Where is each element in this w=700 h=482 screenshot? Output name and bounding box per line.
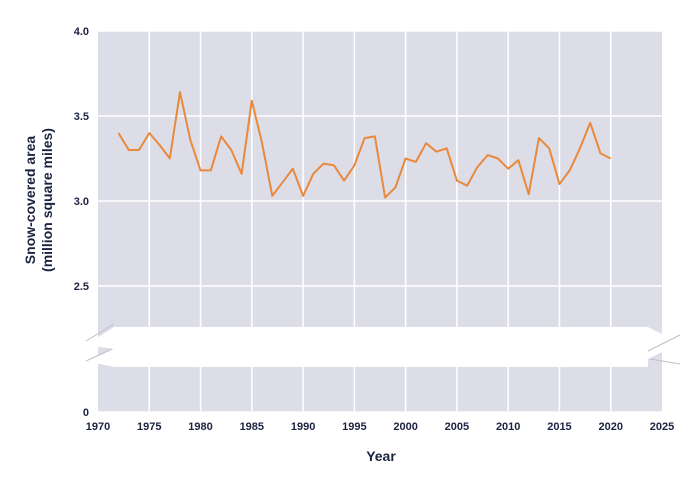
x-tick-label: 2025 (650, 421, 674, 433)
series-line-path (117, 91, 612, 199)
x-tick-label: 2000 (393, 421, 417, 433)
x-tick-label: 1980 (188, 421, 212, 433)
axis-break-mark-right (647, 334, 681, 365)
y-tick-labels: 0 2.5 3.0 3.5 4.0 (74, 26, 89, 419)
series-line (117, 91, 612, 199)
y-axis-title-line1: Snow-covered area (22, 136, 38, 265)
x-tick-label: 2005 (445, 421, 469, 433)
y-tick-label: 3.5 (74, 111, 89, 123)
x-tick-label: 2010 (496, 421, 520, 433)
y-tick-label: 3.0 (74, 196, 89, 208)
x-tick-label: 1985 (240, 421, 264, 433)
x-tick-label: 1990 (291, 421, 315, 433)
x-tick-label: 1975 (137, 421, 161, 433)
y-tick-label: 2.5 (74, 281, 89, 293)
x-axis-title: Year (366, 448, 396, 464)
y-axis-title: Snow-covered area (million square miles) (22, 128, 55, 272)
axis-break-mark-left (85, 323, 115, 362)
x-tick-label: 2020 (598, 421, 622, 433)
axis-break (85, 323, 681, 367)
axis-break-band (86, 327, 680, 367)
y-tick-label: 0 (83, 407, 89, 419)
x-tick-label: 1970 (86, 421, 110, 433)
x-tick-label: 2015 (547, 421, 571, 433)
x-tick-label: 1995 (342, 421, 366, 433)
x-tick-labels: 1970 1975 1980 1985 1990 1995 2000 2005 2010 2015… (86, 421, 674, 433)
y-axis-title-line2: (million square miles) (39, 128, 55, 272)
y-tick-label: 4.0 (74, 26, 89, 38)
